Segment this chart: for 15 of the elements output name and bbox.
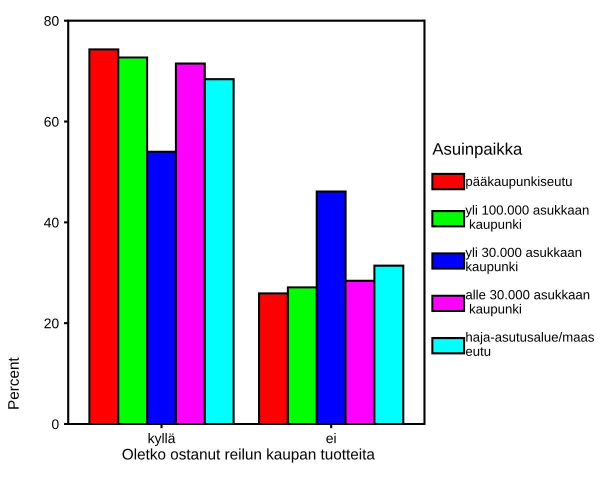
y-tick-label: 60 <box>44 116 59 127</box>
y-tick-label: 20 <box>44 318 59 328</box>
y-tick-label: 0 <box>52 419 59 430</box>
legend-label: pääkaupunkiseutu <box>466 176 572 189</box>
x-tick-label: ei <box>326 433 336 444</box>
y-tick-label: 40 <box>44 218 59 228</box>
x-tick-label: kyllä <box>148 433 176 446</box>
y-axis-title: Percent <box>8 357 19 409</box>
legend-title: Asuinpaikka <box>432 142 522 158</box>
legend-label: yli 30.000 asukkaan kaupunki <box>465 247 582 274</box>
legend-label: yli 100.000 asukkaan kaupunki <box>465 205 588 232</box>
y-tick-label: 80 <box>44 16 59 26</box>
legend-label: alle 30.000 asukkaan kaupunki <box>466 290 590 316</box>
legend-label: haja-asutusalue/maas eutu <box>466 332 594 356</box>
x-axis-title: Oletko ostanut reilun kaupan tuotteita <box>122 448 375 463</box>
